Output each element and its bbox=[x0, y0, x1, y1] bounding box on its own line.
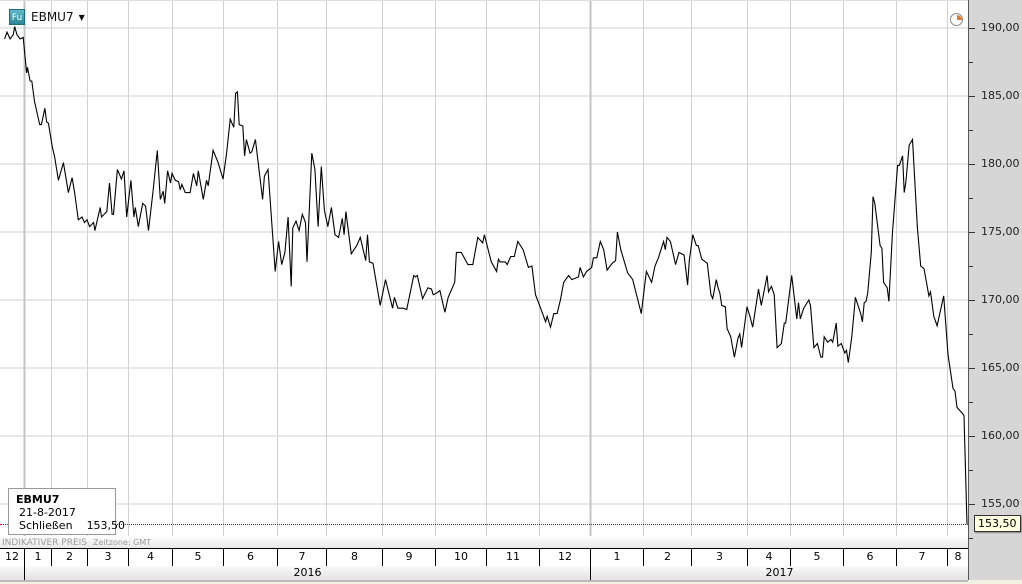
info-date: 21-8-2017 bbox=[19, 506, 76, 519]
caret-down-icon[interactable]: ▼ bbox=[78, 12, 85, 22]
y-tick-mark bbox=[969, 164, 975, 165]
month-label: 7 bbox=[896, 549, 947, 566]
month-label: 2 bbox=[51, 549, 87, 566]
month-label: 4 bbox=[747, 549, 790, 566]
futures-icon: Fu bbox=[9, 9, 25, 25]
year-label: 2017 bbox=[590, 566, 968, 580]
y-tick-mark bbox=[969, 232, 975, 233]
y-tick-label: 185,00 bbox=[981, 89, 1020, 102]
y-tick-mark bbox=[969, 62, 973, 63]
y-tick-label: 175,00 bbox=[981, 225, 1020, 238]
y-tick-mark bbox=[969, 504, 975, 505]
indicative-price-note: INDIKATIVER PREIS Zeitzone: GMT bbox=[2, 538, 151, 548]
month-label: 1 bbox=[24, 549, 51, 566]
y-tick-mark bbox=[969, 436, 975, 437]
year-label: 2016 bbox=[24, 566, 590, 580]
month-label: 9 bbox=[382, 549, 435, 566]
month-axis: 12 1 2 3 4 5 6 7 8 9 10 11 12 1 2 3 4 5 6 7 8 bbox=[0, 548, 968, 567]
y-tick-mark bbox=[969, 300, 975, 301]
y-tick-mark bbox=[969, 198, 973, 199]
month-label: 1 bbox=[590, 549, 643, 566]
year-axis: 2016 2017 bbox=[0, 566, 968, 582]
y-tick-label: 160,00 bbox=[981, 429, 1020, 442]
y-tick-label: 180,00 bbox=[981, 157, 1020, 170]
last-price-line bbox=[0, 524, 968, 525]
info-close-value: 153,50 bbox=[86, 519, 126, 532]
y-axis[interactable]: 155,00 160,00 165,00 170,00 175,00 180,00 185,… bbox=[968, 0, 1022, 580]
y-tick-mark bbox=[969, 266, 973, 267]
clock-icon[interactable] bbox=[950, 13, 963, 26]
y-tick-mark bbox=[969, 130, 973, 131]
y-tick-label: 190,00 bbox=[981, 21, 1020, 34]
month-label: 8 bbox=[947, 549, 968, 566]
y-tick-label: 170,00 bbox=[981, 293, 1020, 306]
month-label: 4 bbox=[128, 549, 172, 566]
month-label: 5 bbox=[172, 549, 223, 566]
month-label: 6 bbox=[223, 549, 277, 566]
month-label: 5 bbox=[790, 549, 843, 566]
y-tick-mark bbox=[969, 368, 975, 369]
price-chart bbox=[0, 0, 968, 536]
month-label: 11 bbox=[486, 549, 539, 566]
indicative-price-label: INDIKATIVER PREIS bbox=[2, 538, 88, 548]
y-tick-mark bbox=[969, 402, 973, 403]
y-tick-mark bbox=[969, 470, 973, 471]
y-tick-mark bbox=[969, 538, 973, 539]
y-tick-mark bbox=[969, 334, 973, 335]
month-label: 6 bbox=[843, 549, 896, 566]
timezone-label: Zeitzone: GMT bbox=[93, 538, 152, 547]
y-tick-mark bbox=[969, 96, 975, 97]
last-price-label: 153,50 bbox=[974, 515, 1021, 532]
month-label: 12 bbox=[539, 549, 590, 566]
instrument-selector[interactable]: Fu EBMU7 ▼ bbox=[9, 9, 85, 25]
y-tick-mark bbox=[969, 28, 975, 29]
y-tick-label: 165,00 bbox=[981, 361, 1020, 374]
info-symbol: EBMU7 bbox=[16, 493, 60, 506]
month-label: 10 bbox=[435, 549, 486, 566]
info-box: EBMU7 21-8-2017 Schließen 153,50 bbox=[8, 488, 125, 535]
month-label: 3 bbox=[691, 549, 747, 566]
month-label: 2 bbox=[643, 549, 691, 566]
price-line bbox=[4, 26, 968, 525]
y-tick-label: 155,00 bbox=[981, 497, 1020, 510]
month-label: 12 bbox=[5, 550, 19, 563]
instrument-name: EBMU7 bbox=[31, 10, 74, 24]
month-label: 7 bbox=[277, 549, 326, 566]
chart-plot-area[interactable]: INDIKATIVER PREIS Zeitzone: GMT Fu EBMU7 … bbox=[0, 0, 968, 549]
info-close-label: Schließen bbox=[19, 519, 73, 532]
month-label: 8 bbox=[326, 549, 382, 566]
chart-footer bbox=[0, 536, 968, 549]
month-label: 3 bbox=[87, 549, 128, 566]
